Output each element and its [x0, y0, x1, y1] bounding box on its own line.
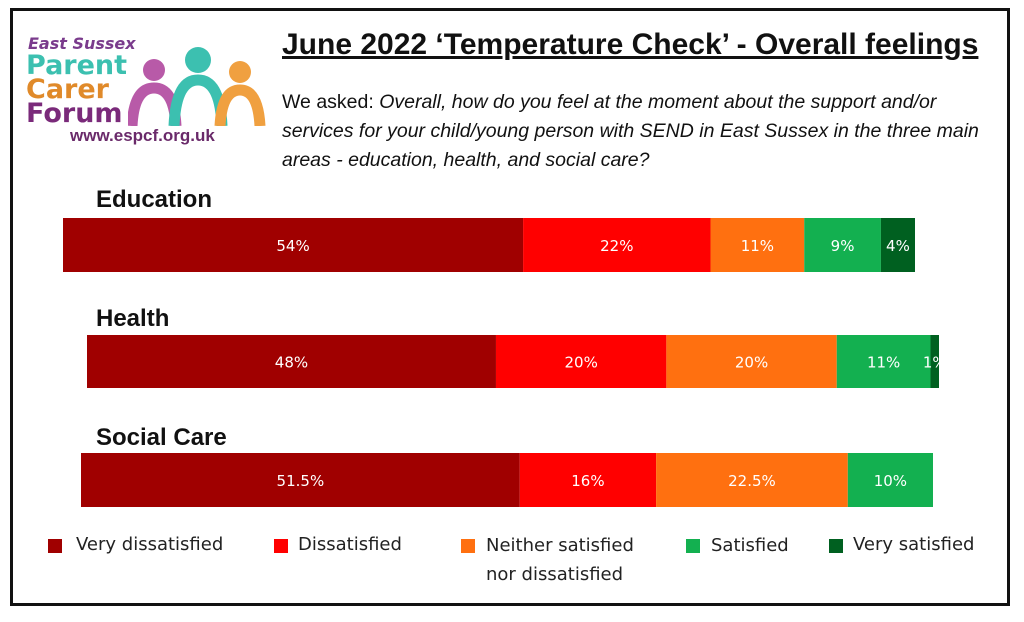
- bar-social-care-neither-satisfied-nor-dissatisfied: [656, 453, 848, 507]
- chart-title: June 2022 ‘Temperature Check’ - Overall …: [282, 28, 979, 61]
- bar-social-care-very-dissatisfied: [81, 453, 520, 507]
- legend-label-very-dissatisfied: Very dissatisfied: [76, 534, 224, 555]
- bar-education-very-dissatisfied: [63, 218, 524, 272]
- legend-label-neither-line2: nor dissatisfied: [486, 564, 624, 585]
- bar-education-very-satisfied: [880, 218, 915, 272]
- data-label-education-neither-satisfied-nor-dissatisfied: 11%: [741, 237, 774, 255]
- data-label-health-satisfied: 11%: [867, 354, 900, 372]
- legend-swatch-satisfied: [686, 539, 700, 553]
- bar-health-satisfied: [836, 335, 931, 388]
- bar-health-dissatisfied: [495, 335, 667, 388]
- data-label-education-very-satisfied: 4%: [886, 237, 910, 255]
- bar-health-neither-satisfied-nor-dissatisfied: [666, 335, 837, 388]
- bar-health-very-satisfied: [930, 335, 939, 388]
- question-prefix: We asked:: [282, 91, 380, 113]
- bar-education-neither-satisfied-nor-dissatisfied: [710, 218, 805, 272]
- espcf-logo: East Sussex Parent Carer Forum www.espcf…: [26, 30, 276, 155]
- logo-forum: Forum: [26, 98, 123, 129]
- bar-social-care-satisfied: [847, 453, 933, 507]
- data-label-social-care-dissatisfied: 16%: [571, 472, 604, 490]
- chart-frame: [10, 8, 1010, 606]
- data-label-health-very-satisfied: 1%: [923, 354, 947, 372]
- legend-swatch-very-satisfied: [829, 539, 843, 553]
- data-label-health-dissatisfied: 20%: [564, 354, 597, 372]
- legend-swatch-dissatisfied: [274, 539, 288, 553]
- survey-question: We asked: Overall, how do you feel at th…: [282, 88, 982, 175]
- legend-label-very-satisfied: Very satisfied: [853, 534, 975, 555]
- data-label-education-satisfied: 9%: [831, 237, 855, 255]
- legend-label-satisfied: Satisfied: [711, 535, 789, 556]
- logo-url: www.espcf.org.uk: [70, 126, 215, 145]
- logo-east-sussex: East Sussex: [28, 34, 136, 53]
- category-label-social-care: Social Care: [96, 424, 227, 451]
- logo-parent: Parent: [26, 50, 128, 81]
- legend-label-dissatisfied: Dissatisfied: [298, 534, 402, 555]
- bar-education-satisfied: [804, 218, 881, 272]
- bar-health-very-dissatisfied: [87, 335, 496, 388]
- data-label-social-care-satisfied: 10%: [874, 472, 907, 490]
- data-label-social-care-neither-satisfied-nor-dissatisfied: 22.5%: [728, 472, 776, 490]
- logo-figures-icon: [128, 47, 266, 126]
- category-label-education: Education: [96, 186, 213, 213]
- bar-education-dissatisfied: [523, 218, 711, 272]
- data-label-social-care-very-dissatisfied: 51.5%: [277, 472, 325, 490]
- data-label-education-dissatisfied: 22%: [600, 237, 633, 255]
- legend-swatch-neither: [461, 539, 475, 553]
- question-text: Overall, how do you feel at the moment a…: [282, 91, 979, 171]
- data-label-health-very-dissatisfied: 48%: [275, 354, 308, 372]
- category-label-health: Health: [96, 305, 170, 332]
- legend-label-neither-line1: Neither satisfied: [486, 535, 634, 556]
- logo-carer: Carer: [26, 74, 109, 105]
- legend-swatch-very-dissatisfied: [48, 539, 62, 553]
- data-label-education-very-dissatisfied: 54%: [276, 237, 309, 255]
- data-label-health-neither-satisfied-nor-dissatisfied: 20%: [735, 354, 768, 372]
- bar-social-care-dissatisfied: [519, 453, 657, 507]
